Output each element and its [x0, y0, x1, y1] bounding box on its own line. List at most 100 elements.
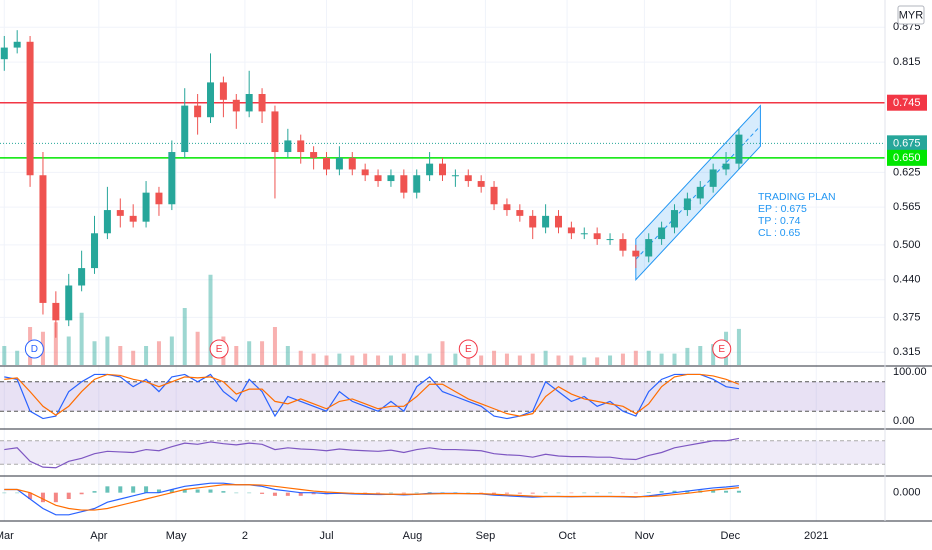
candle-body — [348, 157, 356, 170]
macd-histogram-bar — [492, 492, 497, 494]
event-marker — [24, 339, 44, 359]
volume-bar — [685, 347, 690, 365]
volume-bar — [492, 350, 497, 365]
x-tick-label: Dec — [721, 530, 741, 542]
macd-histogram-bar — [311, 492, 316, 495]
macd-histogram-bar — [556, 492, 561, 494]
volume-bar — [388, 355, 393, 365]
y-tick-label: 0.565 — [893, 201, 921, 213]
volume-bar — [195, 331, 200, 365]
macd-histogram-bar — [646, 492, 651, 493]
volume-bar — [105, 336, 110, 365]
macd-histogram-bar — [156, 489, 161, 493]
candle-body — [542, 215, 550, 228]
stoch-k-line — [4, 373, 740, 420]
currency-label: MYR — [899, 9, 924, 21]
macd-histogram-bar — [260, 492, 265, 494]
macd-histogram-bar — [66, 492, 71, 499]
volume-bar — [285, 346, 290, 365]
event-label: E — [216, 344, 223, 355]
macd-histogram-bar — [530, 492, 535, 494]
macd-histogram-bar — [234, 492, 239, 494]
x-tick-label: Mar — [0, 530, 14, 542]
macd-histogram-bar — [608, 492, 613, 494]
candle-body — [490, 186, 498, 205]
event-label: D — [31, 344, 38, 355]
price-label-box — [887, 135, 927, 152]
candle-body — [91, 233, 99, 269]
candle-body — [0, 47, 8, 60]
currency-box[interactable] — [897, 5, 925, 25]
macd-histogram-bar — [15, 492, 20, 494]
macd-histogram-bar — [453, 492, 458, 493]
volume-bar — [2, 346, 7, 365]
volume-bar — [376, 355, 381, 365]
macd-histogram-bar — [105, 486, 110, 493]
candle-body — [207, 82, 215, 118]
price-label: 0.675 — [893, 138, 921, 150]
macd-histogram-bar — [479, 492, 484, 494]
x-tick-label: Jul — [319, 530, 333, 542]
x-tick-label: Nov — [635, 530, 655, 542]
macd-histogram-bar — [182, 489, 187, 493]
candle-body — [632, 250, 640, 257]
stoch-d-line — [4, 373, 740, 417]
volume-bar — [324, 355, 329, 365]
candle-body — [26, 41, 34, 176]
stoch-band — [0, 381, 885, 412]
volume-bar — [479, 355, 484, 365]
macd-histogram-bar — [569, 492, 574, 494]
volume-bar — [401, 353, 406, 365]
candle-body — [477, 181, 485, 187]
candle-body — [297, 140, 305, 153]
candle-body — [78, 268, 86, 286]
volume-bar — [466, 355, 471, 365]
macd-histogram-bar — [169, 489, 174, 493]
y-tick-label: 0.315 — [893, 346, 921, 358]
annotation: TP : 0.74 — [758, 215, 801, 227]
event-label: E — [465, 344, 472, 355]
candle-body — [516, 210, 524, 216]
candle-body — [400, 175, 408, 193]
candle-body — [194, 105, 202, 118]
volume-bar — [298, 350, 303, 365]
candle-body — [271, 111, 279, 153]
macd-histogram-bar — [401, 492, 406, 494]
stoch-tick-label: 100.00 — [893, 366, 927, 378]
macd-histogram-bar — [363, 492, 368, 494]
annotation: CL : 0.65 — [758, 227, 800, 239]
macd-histogram-bar — [659, 491, 664, 493]
volume-bar — [595, 357, 600, 365]
annotation: EP : 0.675 — [758, 203, 807, 215]
y-tick-label: 0.815 — [893, 56, 921, 68]
macd-histogram-bar — [247, 492, 252, 494]
volume-bar — [234, 346, 239, 365]
volume-bar — [453, 353, 458, 365]
volume-bar — [530, 353, 535, 365]
macd-histogram-bar — [672, 490, 677, 493]
candle-body — [13, 41, 21, 48]
candle-body — [245, 94, 253, 112]
candle-body — [142, 192, 150, 222]
macd-histogram-bar — [131, 486, 136, 493]
candle-body — [258, 94, 266, 112]
macd-histogram-bar — [440, 492, 445, 493]
rsi-line — [4, 437, 740, 469]
candle-body — [735, 134, 743, 164]
candle-body — [168, 152, 176, 205]
annotation: TRADING PLAN — [758, 191, 836, 203]
macd-tick-label: 0.000 — [893, 487, 921, 499]
volume-bar — [337, 353, 342, 365]
event-label: E — [718, 344, 725, 355]
x-tick-label: Aug — [403, 530, 423, 542]
macd-histogram-bar — [388, 492, 393, 494]
macd-histogram-bar — [633, 492, 638, 494]
x-tick-label: Sep — [476, 530, 496, 542]
candle-body — [464, 175, 472, 182]
candle-body — [374, 175, 382, 182]
volume-bar — [260, 341, 265, 365]
volume-bar — [363, 353, 368, 365]
volume-bar — [543, 350, 548, 365]
macd-histogram-bar — [376, 492, 381, 494]
y-tick-label: 0.625 — [893, 166, 921, 178]
